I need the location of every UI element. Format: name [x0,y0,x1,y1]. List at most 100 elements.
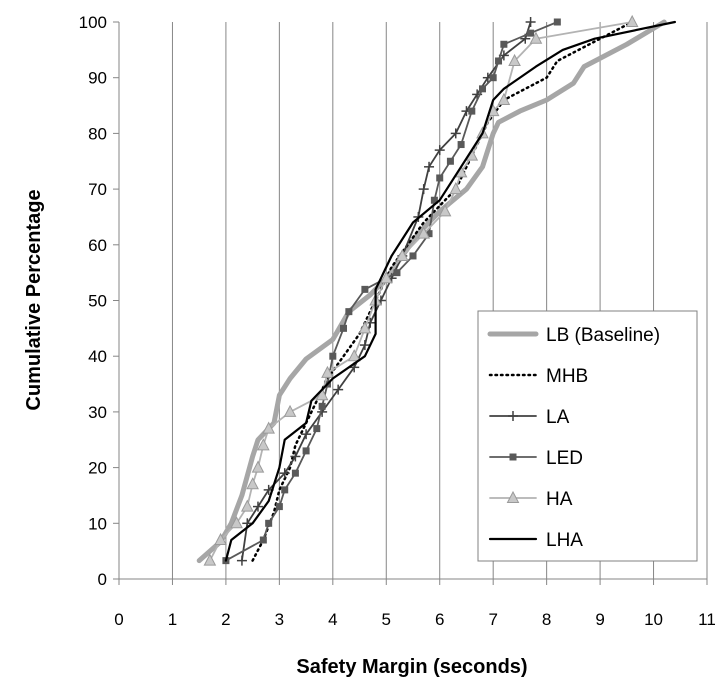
data-point [393,269,401,277]
data-point [418,184,429,195]
x-tick-label: 10 [644,610,663,629]
data-point [527,29,535,37]
data-point [340,324,348,332]
series-mhb [251,20,634,562]
x-tick-label: 1 [168,610,177,629]
data-point [478,85,486,93]
data-point [553,18,561,26]
x-tick-label: 4 [328,610,337,629]
y-tick-label: 40 [88,347,107,366]
data-point [246,477,259,490]
data-point [434,145,445,156]
data-point [345,308,353,316]
y-tick-label: 50 [88,292,107,311]
legend-item-lb-baseline: LB (Baseline) [487,325,660,346]
legend-item-ha: HA [489,489,573,510]
data-point [361,285,369,293]
data-point [409,252,417,260]
series-line-mhb [251,20,634,562]
data-point [291,469,299,477]
data-point [236,555,247,566]
data-point [321,365,334,378]
data-point [446,157,454,165]
data-point [265,519,273,527]
data-point [529,31,543,44]
legend: LB (Baseline) MHB LA LED HA LHA [477,310,698,562]
y-tick-label: 70 [88,180,107,199]
data-point [290,451,301,462]
legend-label: LB (Baseline) [546,325,660,346]
series-lines [196,14,677,566]
data-point [283,404,297,417]
data-point [203,553,217,566]
legend-label: LHA [546,530,583,551]
data-point [329,352,337,360]
data-point [489,74,497,82]
data-point [457,141,465,149]
x-tick-label: 8 [542,610,551,629]
data-point [358,321,372,334]
data-point [379,271,393,284]
legend-label: LA [546,407,570,428]
legend-item-mhb: MHB [488,366,588,387]
x-tick-label: 0 [114,610,123,629]
data-point [438,204,452,217]
x-tick-label: 9 [595,610,604,629]
data-point [240,499,254,512]
x-tick-label: 3 [275,610,284,629]
legend-item-la: LA [489,407,570,428]
axes [113,21,708,585]
data-point [468,107,476,115]
y-tick-labels: 0 10 20 30 40 50 60 70 80 90 100 [79,13,107,589]
data-point [424,161,435,172]
data-point [625,14,639,27]
data-point [281,486,289,494]
data-point [450,128,461,139]
legend-marker [508,411,518,421]
x-axis-title: Safety Margin (seconds) [296,656,527,678]
y-tick-label: 60 [88,236,107,255]
series-lha [224,20,677,562]
legend-box [477,310,698,562]
x-tick-labels: 0 1 2 3 4 5 6 7 8 9 10 11 [114,610,716,629]
data-point [333,384,344,395]
y-tick-label: 80 [88,124,107,143]
x-tick-label: 11 [698,610,716,629]
data-point [359,340,370,351]
data-point [347,349,361,362]
y-tick-label: 20 [88,459,107,478]
data-point [302,447,310,455]
data-point [525,17,536,27]
series-line-lha [224,20,677,562]
legend-label: HA [546,489,573,510]
data-point [436,174,444,182]
data-point [500,40,508,48]
series-line-led [224,21,559,562]
legend-label: MHB [546,366,588,387]
y-tick-label: 30 [88,403,107,422]
data-point [259,536,267,544]
data-point [257,438,270,451]
data-point [425,230,433,238]
x-tick-label: 2 [221,610,230,629]
legend-label: LED [546,448,583,469]
data-point [497,92,511,105]
data-point [214,532,227,546]
data-point [430,196,438,204]
legend-marker [509,453,517,461]
data-point [508,53,521,66]
data-point [301,429,312,440]
data-point [313,425,321,433]
data-point [449,182,463,195]
legend-marker [506,490,520,503]
y-tick-label: 0 [98,570,107,589]
x-tick-label: 5 [382,610,391,629]
data-point [275,503,283,511]
legend-item-led: LED [489,448,583,469]
data-point [251,460,265,473]
data-point [252,501,263,512]
data-point [395,248,409,261]
y-axis-title: Cumulative Percentage [23,189,45,410]
y-tick-label: 100 [79,13,107,32]
